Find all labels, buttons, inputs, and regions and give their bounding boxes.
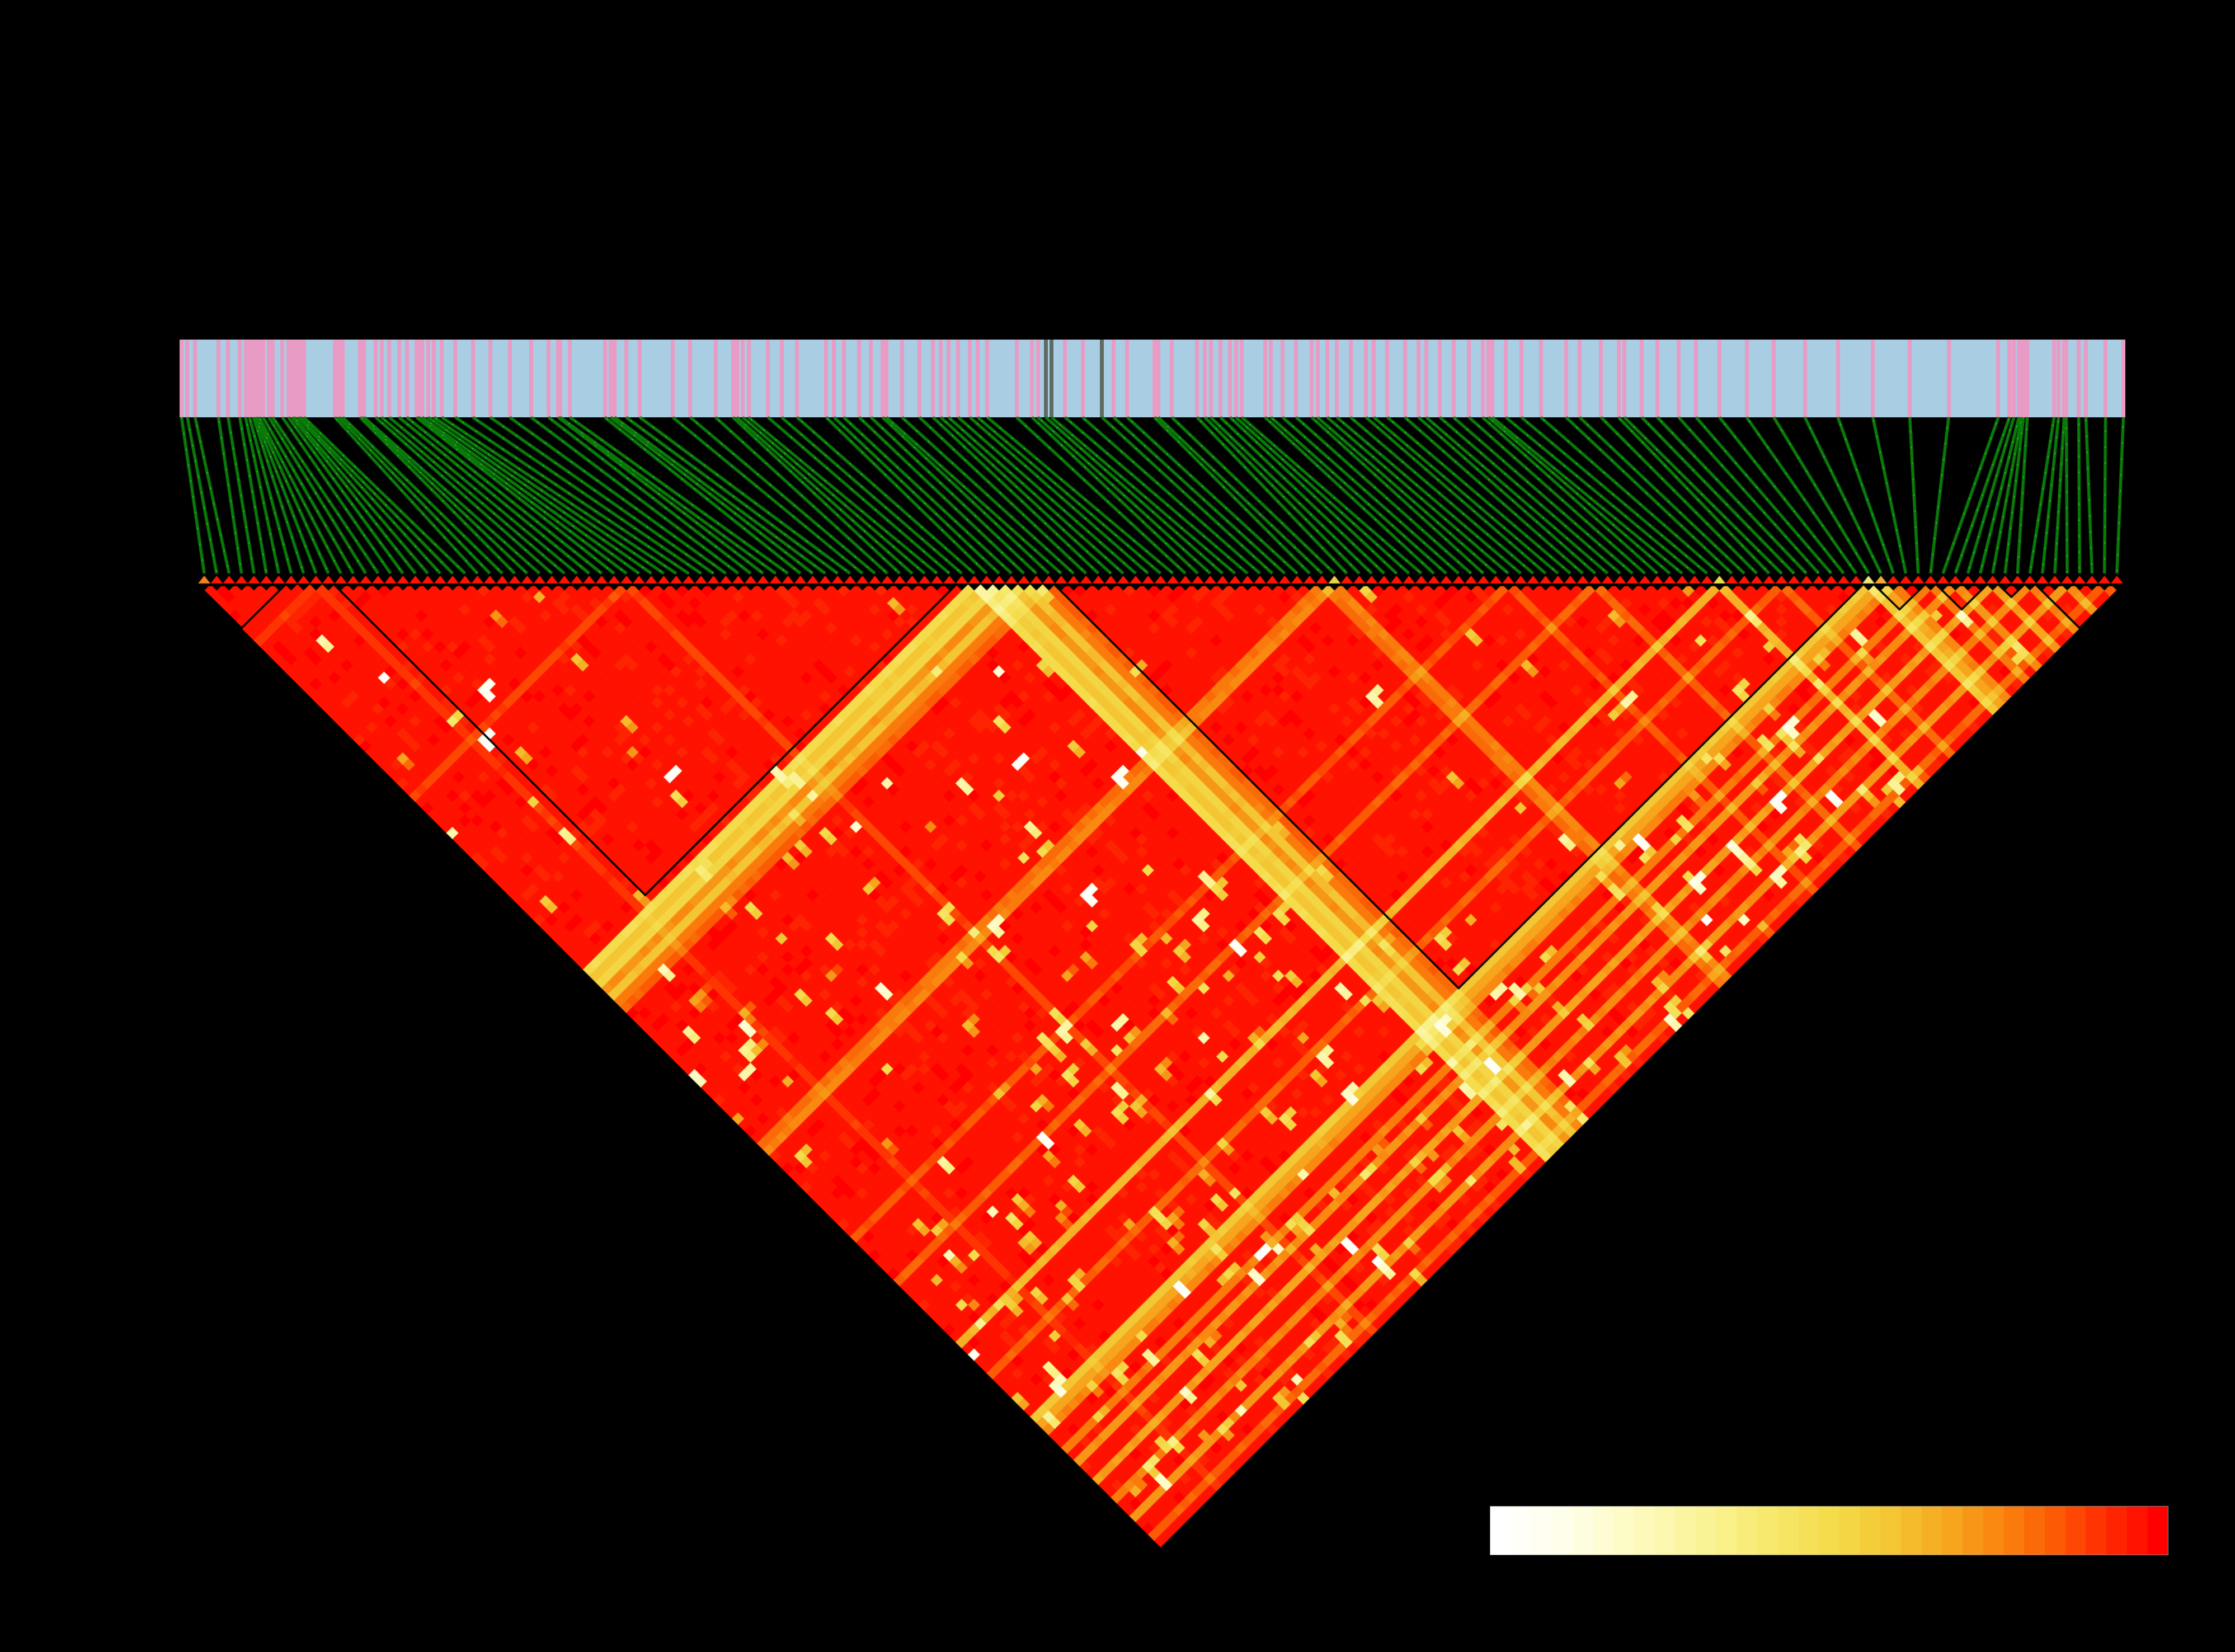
color-key-step xyxy=(1511,1507,1532,1555)
color-key-step xyxy=(2086,1507,2107,1555)
color-key-step xyxy=(2126,1507,2148,1555)
color-key-step xyxy=(1716,1507,1737,1555)
color-key-step xyxy=(2044,1507,2065,1555)
color-key-step xyxy=(1593,1507,1614,1555)
color-key-step xyxy=(1963,1507,1983,1555)
color-key-step xyxy=(1552,1507,1573,1555)
color-key-step xyxy=(2106,1507,2127,1555)
color-key-step xyxy=(1572,1507,1593,1555)
color-key-step xyxy=(1737,1507,1758,1555)
color-key-step xyxy=(1531,1507,1552,1555)
color-key-step xyxy=(1798,1507,1819,1555)
color-key-step xyxy=(1654,1507,1676,1555)
color-key-step xyxy=(1942,1507,1963,1555)
color-key-step xyxy=(1860,1507,1881,1555)
color-key-step xyxy=(1819,1507,1839,1555)
color-key-step xyxy=(1696,1507,1716,1555)
color-key-step xyxy=(1757,1507,1778,1555)
color-key-step xyxy=(1675,1507,1696,1555)
color-key-step xyxy=(1634,1507,1655,1555)
color-key-step xyxy=(1921,1507,1942,1555)
color-key-step xyxy=(1490,1507,1511,1555)
color-key-step xyxy=(1613,1507,1634,1555)
color-key-step xyxy=(2003,1507,2025,1555)
color-key-step xyxy=(1901,1507,1922,1555)
color-key-step xyxy=(1880,1507,1902,1555)
color-key-legend xyxy=(1490,1506,2168,1555)
color-key-step xyxy=(2065,1507,2086,1555)
color-key-step xyxy=(2024,1507,2045,1555)
color-key-step xyxy=(1777,1507,1799,1555)
color-key-step xyxy=(2147,1507,2168,1555)
color-key-step xyxy=(1839,1507,1860,1555)
color-key-step xyxy=(1983,1507,2004,1555)
